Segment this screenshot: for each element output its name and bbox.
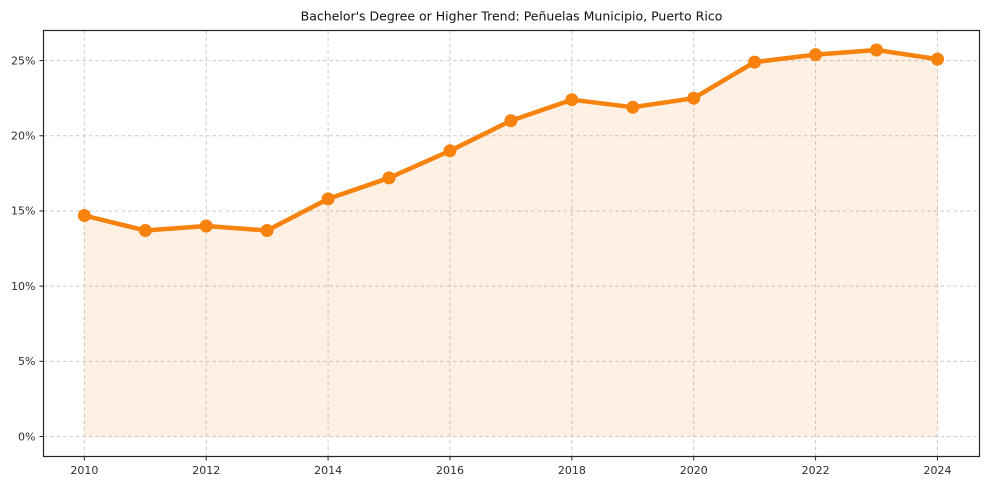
y-tick-label: 25% [11, 54, 35, 67]
x-tick-label: 2016 [436, 464, 464, 477]
y-tick-label: 10% [11, 280, 35, 293]
data-point-2013 [260, 224, 274, 237]
data-point-2014 [321, 192, 335, 206]
data-point-2019 [626, 100, 640, 114]
data-point-2024 [931, 52, 944, 66]
x-tick-label: 2022 [802, 464, 830, 477]
y-tick-label: 20% [11, 130, 35, 143]
x-tick-label: 2012 [192, 464, 220, 477]
y-tick-label: 0% [18, 430, 35, 443]
data-point-2022 [809, 48, 823, 62]
y-tick-label: 15% [11, 205, 35, 218]
plot-border [42, 29, 981, 458]
area-fill [84, 50, 938, 437]
data-point-2016 [443, 144, 457, 158]
data-point-2011 [138, 224, 152, 237]
data-point-2018 [565, 93, 579, 107]
x-tick-label: 2014 [314, 464, 342, 477]
plot-area: 0% 5% 10% 15% 20% 25% 2010 2012 2014 2016 2018 2020… [11, 29, 981, 477]
x-tick-label: 2018 [558, 464, 586, 477]
data-point-2023 [870, 43, 883, 57]
data-point-2021 [748, 55, 762, 69]
data-point-2015 [382, 171, 396, 185]
x-tick-label: 2024 [923, 464, 951, 477]
data-point-2010 [77, 209, 91, 222]
chart-title: Bachelor's Degree or Higher Trend: Peñue… [301, 9, 723, 24]
data-point-2012 [199, 219, 213, 233]
data-point-2020 [687, 91, 701, 105]
data-point-2017 [504, 114, 518, 128]
y-tick-label: 5% [18, 355, 35, 368]
x-tick-label: 2010 [70, 464, 98, 477]
x-tick-label: 2020 [680, 464, 708, 477]
